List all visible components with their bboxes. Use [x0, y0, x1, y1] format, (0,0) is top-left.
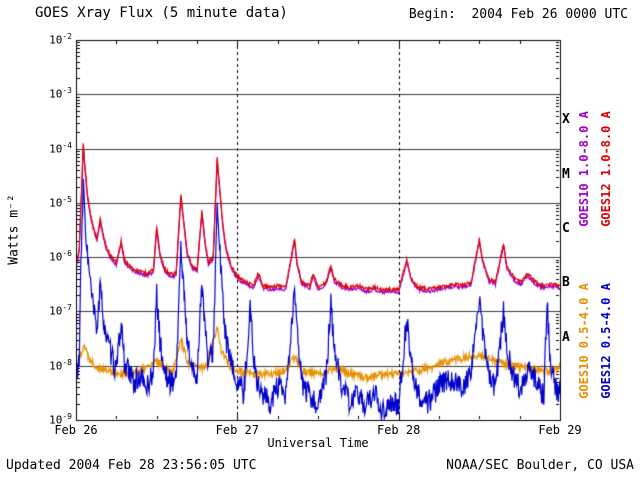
flare-class-label-m: M [562, 166, 570, 182]
legend-label: GOES10 0.5-4.0 A [577, 283, 591, 399]
x-tick-label: Feb 28 [376, 423, 421, 437]
flare-class-label-x: X [562, 112, 570, 128]
begin-timestamp: Begin: 2004 Feb 26 0000 UTC [408, 7, 628, 22]
y-tick-label: 10-3 [49, 86, 72, 101]
y-tick-label: 10-6 [49, 249, 72, 264]
flare-class-label-c: C [562, 221, 570, 236]
legend-label: GOES10 1.0-8.0 A [577, 111, 591, 227]
y-tick-label: 10-4 [49, 140, 72, 156]
credit-text: NOAA/SEC Boulder, CO USA [446, 458, 634, 473]
x-axis-label: Universal Time [267, 436, 369, 450]
x-tick-label: Feb 29 [538, 423, 582, 437]
x-tick-label: Feb 27 [215, 423, 259, 437]
updated-timestamp: Updated 2004 Feb 28 23:56:05 UTC [6, 458, 257, 473]
y-tick-label: 10-7 [49, 303, 72, 319]
y-axis-label: Watts m⁻² [6, 194, 22, 265]
y-tick-label: 10-5 [49, 194, 72, 210]
y-tick-label: 10-8 [49, 357, 72, 373]
flare-class-label-b: B [562, 275, 570, 291]
y-tick-label: 10-2 [49, 32, 72, 47]
x-tick-label: Feb 26 [54, 423, 98, 437]
y-tick-label: 10-9 [49, 412, 72, 427]
chart-title: GOES Xray Flux (5 minute data) [35, 5, 288, 21]
legend-label: GOES12 1.0-8.0 A [599, 111, 613, 227]
flare-class-label-a: A [562, 329, 570, 345]
legend-label: GOES12 0.5-4.0 A [599, 283, 613, 399]
